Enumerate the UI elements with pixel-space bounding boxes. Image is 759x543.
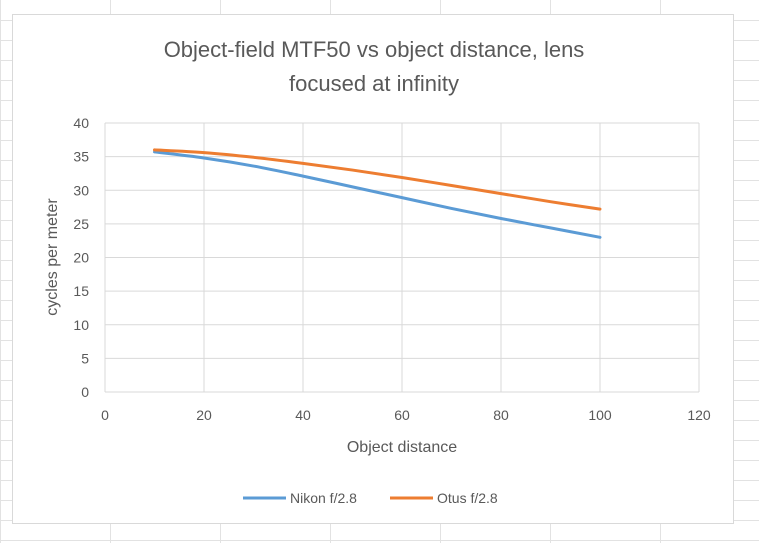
y-tick-label: 0: [81, 384, 89, 400]
series-line-otus[interactable]: [153, 148, 602, 211]
y-tick-label: 5: [81, 350, 89, 366]
series-line-nikon[interactable]: [153, 150, 602, 239]
x-axis-tick-labels: 0 20 40 60 80 100 120: [101, 407, 711, 423]
legend-label-nikon: Nikon f/2.8: [290, 490, 357, 506]
y-tick-label: 10: [73, 317, 89, 333]
y-tick-label: 40: [73, 115, 89, 131]
x-tick-label: 100: [588, 407, 612, 423]
x-tick-label: 20: [196, 407, 212, 423]
x-tick-label: 120: [687, 407, 711, 423]
x-tick-label: 40: [295, 407, 311, 423]
y-tick-label: 35: [73, 149, 89, 165]
y-tick-label: 20: [73, 250, 89, 266]
y-tick-label: 15: [73, 283, 89, 299]
y-tick-label: 30: [73, 182, 89, 198]
legend-label-otus: Otus f/2.8: [437, 490, 498, 506]
legend[interactable]: Nikon f/2.8 Otus f/2.8: [243, 490, 498, 506]
x-axis-title: Object distance: [347, 439, 457, 456]
line-chart: 0 5 10 15 20 25 30 35 40 0 20 40 60 80 100 120 Object-…: [44, 37, 711, 506]
y-tick-label: 25: [73, 216, 89, 232]
x-tick-label: 80: [493, 407, 509, 423]
y-axis-title: cycles per meter: [44, 198, 61, 316]
y-axis-tick-labels: 0 5 10 15 20 25 30 35 40: [73, 115, 89, 400]
gridlines: [104, 122, 700, 393]
chart-title-line-1: Object-field MTF50 vs object distance, l…: [164, 37, 585, 62]
series-lines: [153, 148, 602, 239]
x-tick-label: 0: [101, 407, 109, 423]
chart-title-line-2: focused at infinity: [289, 71, 459, 96]
chart-area[interactable]: 0 5 10 15 20 25 30 35 40 0 20 40 60 80 100 120 Object-…: [12, 14, 734, 524]
x-tick-label: 60: [394, 407, 410, 423]
